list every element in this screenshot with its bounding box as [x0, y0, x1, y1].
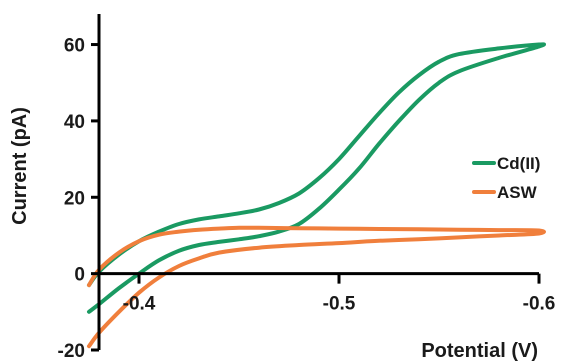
y-tick-label: 20	[64, 188, 85, 209]
legend-label-asw: ASW	[497, 183, 538, 202]
series-line-cd-ii	[87, 42, 547, 314]
y-tick-label: 0	[74, 265, 85, 286]
ticks-layer: -20 0 20 40 60 -0.4 -0.5 -0.6	[58, 36, 556, 362]
y-axis-title: Current (pA)	[9, 107, 31, 225]
legend: Cd(II) ASW	[472, 154, 540, 202]
legend-label-cd-ii: Cd(II)	[497, 154, 540, 173]
series-layer	[87, 42, 547, 349]
axes-layer	[97, 14, 539, 350]
x-tick-label: -0.6	[523, 294, 556, 315]
series-line-asw	[87, 225, 547, 349]
y-tick-label: -20	[58, 341, 85, 362]
x-tick-label: -0.4	[123, 294, 156, 315]
x-tick-label: -0.5	[323, 294, 356, 315]
y-tick-label: 60	[64, 36, 85, 57]
x-axis-title: Potential (V)	[421, 340, 538, 362]
y-tick-label: 40	[64, 112, 85, 133]
